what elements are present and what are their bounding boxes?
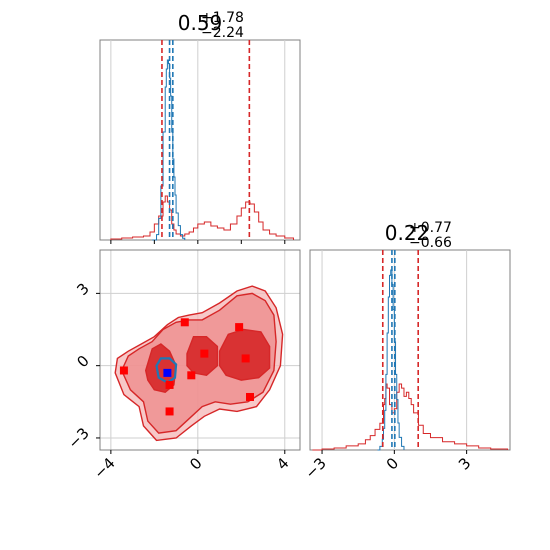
hist-panel-param-1-title-lower: −2.24 [201, 25, 244, 41]
sample-marker-red [180, 318, 189, 327]
hist-panel-param-1: 0.59 +1.78 −2.24 [99, 10, 301, 244]
joint-contour-content [114, 285, 284, 442]
sample-marker-red [246, 392, 254, 401]
hist-panel-param-2-title-lower: −0.66 [409, 235, 452, 251]
hist-panel-param-1-frame [99, 39, 301, 241]
hist-panel-param-1-reference-lines [161, 40, 251, 240]
sample-marker-red [187, 371, 196, 380]
hist-panel-param-1-title-upper: +1.78 [201, 10, 244, 26]
density-contour-blue [155, 357, 178, 384]
sample-marker-red [165, 380, 174, 389]
hist-panel-param-1-title: 0.59 [178, 11, 223, 35]
hist-series-red [110, 195, 294, 240]
hist-panel-param-2-frame [309, 249, 511, 451]
hist-panel-param-2-title: 0.22 [385, 221, 430, 245]
sample-marker-red [241, 354, 250, 363]
sample-marker-red [235, 323, 244, 332]
joint-contour-frame [99, 249, 301, 451]
hist-panel-param-2-title-upper: +0.77 [409, 220, 452, 236]
hist-panel-param-2-reference-lines [381, 250, 419, 450]
sample-marker-red [165, 407, 174, 416]
sample-marker-red [119, 366, 128, 375]
hist-panel-param-1-ticks [110, 240, 286, 244]
sample-marker-red [200, 349, 209, 358]
sample-marker-blue [163, 368, 172, 377]
hist-panel-param-1-grid [110, 40, 286, 240]
